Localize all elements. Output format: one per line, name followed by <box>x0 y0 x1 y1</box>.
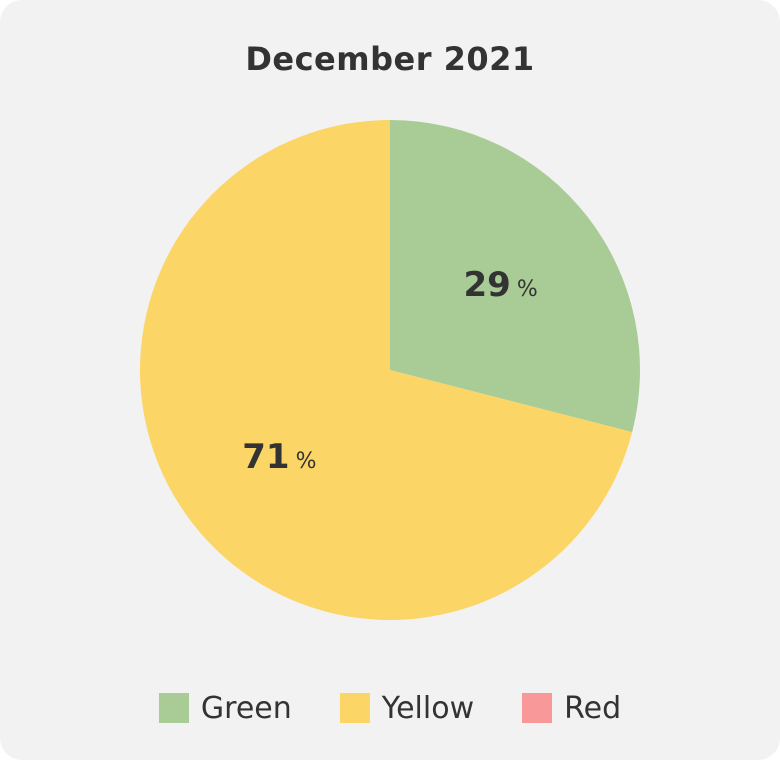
legend-swatch-green <box>158 693 189 723</box>
legend-item-yellow: Yellow <box>339 690 475 726</box>
legend-item-green: Green <box>158 690 292 726</box>
legend-label-yellow: Yellow <box>381 690 475 726</box>
legend-swatch-yellow <box>339 693 370 723</box>
legend-label-green: Green <box>200 690 292 726</box>
data-label-green: 29% <box>464 265 538 305</box>
legend-item-red: Red <box>522 691 621 726</box>
legend-swatch-red <box>522 693 553 723</box>
pie-slice-yellow <box>140 120 633 621</box>
chart-legend: Green Yellow Red <box>0 688 780 728</box>
pie-slice-green <box>390 120 640 433</box>
legend-label-red: Red <box>564 690 622 726</box>
chart-title: December 2021 <box>245 40 535 78</box>
data-label-yellow: 71% <box>242 437 316 477</box>
